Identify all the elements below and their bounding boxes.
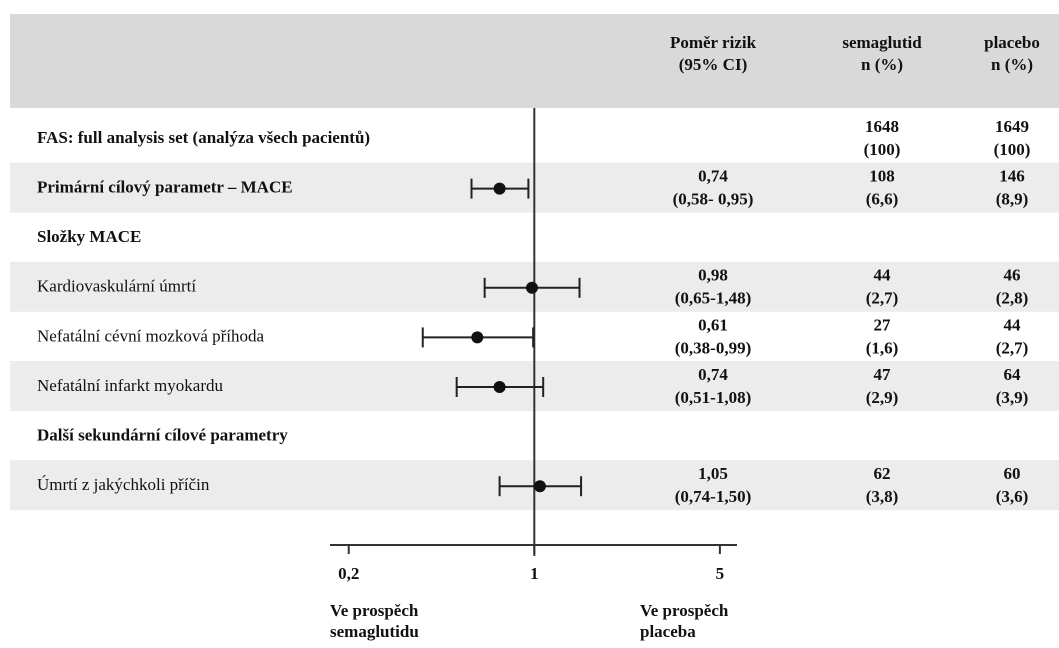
favours-label: semaglutidu xyxy=(330,622,419,641)
hr-value: 0,98 xyxy=(698,266,728,285)
count: 60 xyxy=(1004,464,1021,483)
row-label: FAS: full analysis set (analýza všech pa… xyxy=(37,128,370,147)
row-label: Kardiovaskulární úmrtí xyxy=(37,277,196,296)
hr-value: 0,74 xyxy=(698,167,728,186)
count: 108 xyxy=(869,167,895,186)
count: 44 xyxy=(1004,315,1022,334)
percent: (100) xyxy=(864,140,901,159)
row-label: Složky MACE xyxy=(37,227,141,246)
column-header: n (%) xyxy=(991,55,1033,74)
count: 44 xyxy=(874,266,892,285)
column-header: (95% CI) xyxy=(679,55,747,74)
percent: (2,7) xyxy=(996,338,1029,357)
count: 47 xyxy=(874,365,892,384)
column-header: n (%) xyxy=(861,55,903,74)
count: 1649 xyxy=(995,117,1029,136)
hr-value: 0,74 xyxy=(698,365,728,384)
count: 62 xyxy=(874,464,891,483)
row-label: Další sekundární cílové parametry xyxy=(37,426,288,445)
percent: (3,6) xyxy=(996,487,1029,506)
hr-point xyxy=(471,331,484,344)
count: 27 xyxy=(874,315,892,334)
row-label: Primární cílový parametr – MACE xyxy=(37,178,293,197)
ci-value: (0,74-1,50) xyxy=(675,487,751,506)
count: 146 xyxy=(999,167,1025,186)
hr-value: 1,05 xyxy=(698,464,728,483)
favours-label: Ve prospěch xyxy=(640,601,729,620)
row-label: Nefatální cévní mozková příhoda xyxy=(37,326,265,345)
ci-value: (0,38-0,99) xyxy=(675,338,751,357)
ci-value: (0,58- 0,95) xyxy=(673,190,754,209)
percent: (3,9) xyxy=(996,388,1029,407)
percent: (3,8) xyxy=(866,487,899,506)
hr-point xyxy=(493,182,506,195)
x-tick-label: 0,2 xyxy=(338,564,359,583)
percent: (6,6) xyxy=(866,190,899,209)
percent: (1,6) xyxy=(866,338,899,357)
favours-label: placeba xyxy=(640,622,696,641)
x-tick-label: 5 xyxy=(716,564,725,583)
hr-point xyxy=(493,381,506,393)
count: 64 xyxy=(1004,365,1022,384)
count: 1648 xyxy=(865,117,899,136)
percent: (8,9) xyxy=(996,190,1029,209)
row-label: Úmrtí z jakýchkoli příčin xyxy=(37,475,210,494)
column-header: Poměr rizik xyxy=(670,33,757,52)
ci-value: (0,65-1,48) xyxy=(675,289,751,308)
count: 46 xyxy=(1004,266,1021,285)
ci-value: (0,51-1,08) xyxy=(675,388,751,407)
header-band xyxy=(10,14,1059,108)
percent: (2,7) xyxy=(866,289,899,308)
column-header: semaglutid xyxy=(842,33,922,52)
favours-label: Ve prospěch xyxy=(330,601,419,620)
percent: (2,9) xyxy=(866,388,899,407)
percent: (2,8) xyxy=(996,289,1029,308)
percent: (100) xyxy=(994,140,1031,159)
hr-point xyxy=(525,281,538,294)
hr-point xyxy=(533,480,546,493)
row-label: Nefatální infarkt myokardu xyxy=(37,376,223,395)
x-tick-label: 1 xyxy=(530,564,539,583)
column-header: placebo xyxy=(984,33,1040,52)
hr-value: 0,61 xyxy=(698,315,728,334)
